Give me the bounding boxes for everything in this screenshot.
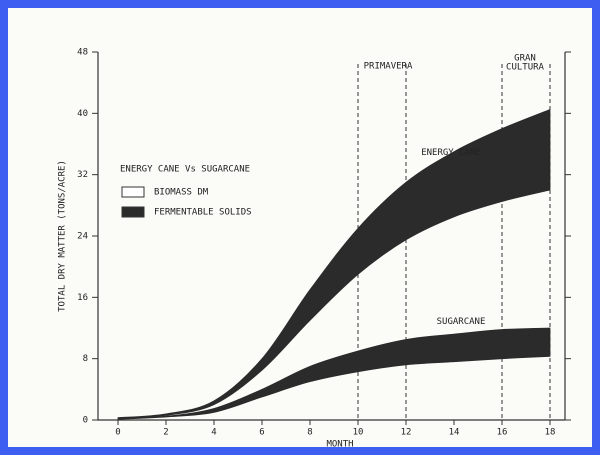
- y-tick-label: 48: [77, 48, 88, 58]
- annotation: GRAN: [514, 54, 536, 64]
- y-tick-label: 32: [77, 170, 88, 180]
- x-tick-label: 18: [545, 428, 556, 438]
- x-tick-label: 2: [163, 428, 168, 438]
- annotation: CULTURA: [506, 63, 545, 73]
- x-tick-label: 10: [353, 428, 364, 438]
- x-axis-label: MONTH: [326, 440, 353, 450]
- x-tick-label: 0: [115, 428, 120, 438]
- y-tick-label: 0: [83, 416, 88, 426]
- y-axis-label: TOTAL DRY MATTER (TONS/ACRE): [58, 160, 68, 312]
- legend-label: BIOMASS DM: [154, 188, 209, 198]
- x-tick-label: 16: [497, 428, 508, 438]
- y-tick-label: 40: [77, 109, 88, 119]
- annotation: PRIMAVERA: [364, 62, 413, 72]
- legend-swatch: [121, 206, 145, 218]
- legend-swatch: [121, 186, 145, 198]
- x-tick-label: 4: [211, 428, 216, 438]
- y-tick-label: 16: [77, 293, 88, 303]
- y-tick-label: 8: [83, 354, 88, 364]
- legend-title: ENERGY CANE Vs SUGARCANE: [120, 165, 250, 175]
- band-label: ENERGY CANE: [421, 148, 481, 158]
- y-tick-label: 24: [77, 232, 88, 242]
- band-area: [117, 327, 551, 420]
- x-tick-label: 12: [401, 428, 412, 438]
- x-tick-label: 6: [259, 428, 264, 438]
- legend-label: FERMENTABLE SOLIDS: [154, 208, 252, 218]
- x-tick-label: 8: [307, 428, 312, 438]
- band-label: SUGARCANE: [437, 317, 486, 327]
- band-area: [117, 108, 551, 419]
- x-tick-label: 14: [449, 428, 460, 438]
